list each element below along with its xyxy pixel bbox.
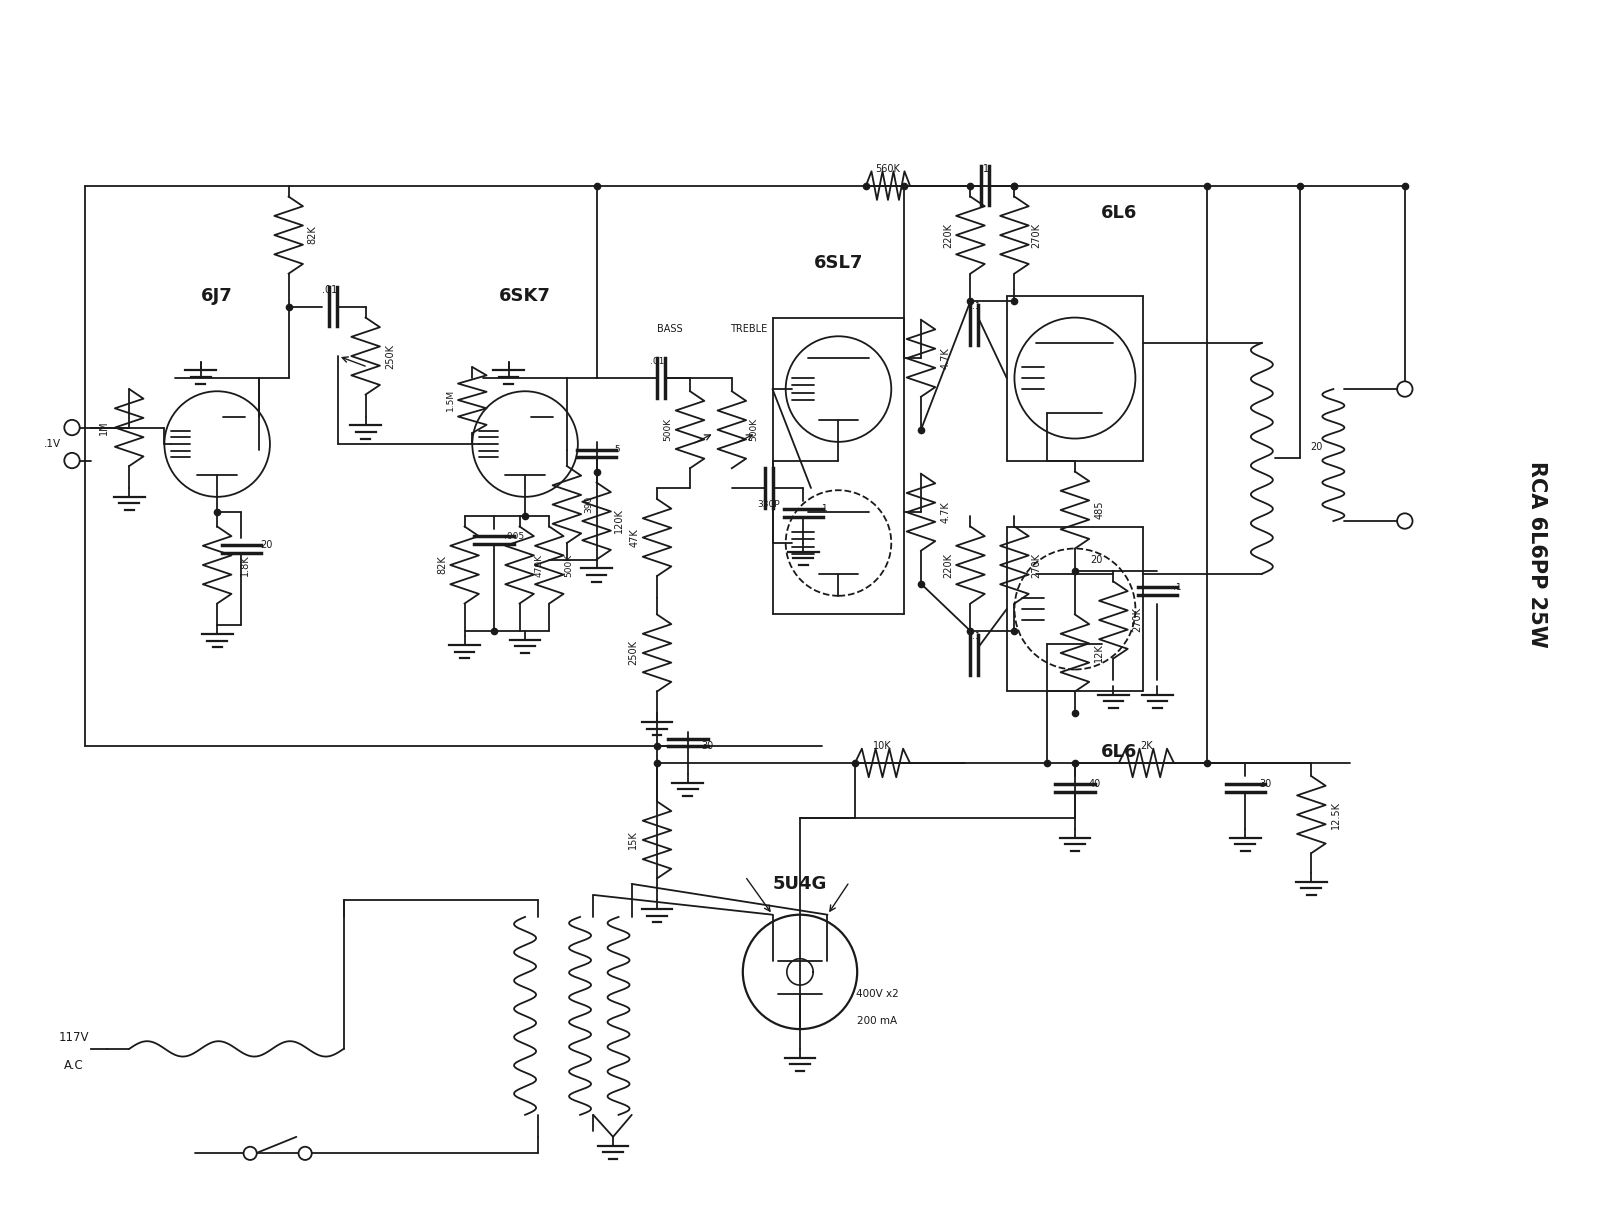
Text: 330P: 330P bbox=[757, 501, 779, 509]
Text: 20: 20 bbox=[1310, 442, 1323, 452]
Text: TREBLE: TREBLE bbox=[730, 324, 766, 334]
Text: 47K: 47K bbox=[630, 529, 640, 547]
Text: 500K: 500K bbox=[565, 553, 573, 576]
Text: 5U4G: 5U4G bbox=[773, 875, 827, 893]
Text: 200 mA: 200 mA bbox=[858, 1016, 898, 1027]
Text: 6L6: 6L6 bbox=[1101, 205, 1138, 222]
Text: 117V: 117V bbox=[59, 1032, 90, 1044]
Text: .1: .1 bbox=[971, 632, 981, 641]
Circle shape bbox=[64, 420, 80, 435]
Text: 20: 20 bbox=[1091, 554, 1102, 564]
Text: 15K: 15K bbox=[627, 831, 638, 849]
Circle shape bbox=[64, 453, 80, 468]
Text: 560K: 560K bbox=[875, 164, 901, 174]
Text: 10K: 10K bbox=[874, 742, 891, 752]
Text: .5: .5 bbox=[613, 445, 621, 454]
Text: 390: 390 bbox=[584, 496, 594, 513]
Text: 12K: 12K bbox=[1094, 643, 1104, 663]
Text: 250K: 250K bbox=[386, 343, 395, 369]
Text: .1: .1 bbox=[1173, 582, 1181, 592]
Text: A.C: A.C bbox=[64, 1058, 85, 1072]
Circle shape bbox=[1397, 381, 1413, 397]
Text: 12.5K: 12.5K bbox=[1331, 800, 1341, 828]
Text: 30: 30 bbox=[701, 742, 714, 752]
Text: 30: 30 bbox=[1259, 778, 1272, 789]
Text: 1M: 1M bbox=[99, 420, 109, 435]
Text: 500K: 500K bbox=[664, 418, 672, 441]
Text: .1: .1 bbox=[981, 164, 989, 174]
Text: .1V: .1V bbox=[43, 438, 61, 449]
Text: 6SL7: 6SL7 bbox=[814, 253, 862, 272]
Text: 6SK7: 6SK7 bbox=[499, 286, 550, 304]
Circle shape bbox=[243, 1147, 256, 1160]
Text: 6J7: 6J7 bbox=[202, 286, 234, 304]
Text: 120K: 120K bbox=[613, 509, 624, 533]
Text: 1.8K: 1.8K bbox=[240, 554, 250, 576]
Text: BASS: BASS bbox=[658, 324, 683, 334]
Circle shape bbox=[1397, 513, 1413, 529]
Text: .1: .1 bbox=[971, 302, 981, 311]
Text: 1.5M: 1.5M bbox=[446, 389, 454, 412]
Text: 4.7K: 4.7K bbox=[941, 347, 950, 369]
Text: 270K: 270K bbox=[1133, 608, 1142, 632]
Text: 220K: 220K bbox=[944, 223, 954, 247]
Text: 82K: 82K bbox=[307, 225, 318, 245]
Text: 270K: 270K bbox=[1032, 553, 1042, 577]
Text: 82K: 82K bbox=[437, 555, 448, 575]
Text: 4.7K: 4.7K bbox=[941, 502, 950, 523]
Text: 40: 40 bbox=[1088, 778, 1101, 789]
Text: 2K: 2K bbox=[1141, 742, 1152, 752]
Text: .01: .01 bbox=[322, 285, 338, 295]
Text: RCA 6L6PP 25W: RCA 6L6PP 25W bbox=[1526, 460, 1547, 648]
Text: .1: .1 bbox=[819, 504, 827, 514]
Text: 400V x2: 400V x2 bbox=[856, 989, 898, 999]
Text: 20: 20 bbox=[261, 541, 274, 551]
Text: 6L6: 6L6 bbox=[1101, 743, 1138, 761]
Circle shape bbox=[299, 1147, 312, 1160]
Text: 270K: 270K bbox=[1032, 223, 1042, 247]
Text: 500K: 500K bbox=[749, 418, 758, 441]
Text: 220K: 220K bbox=[944, 553, 954, 577]
Text: 470K: 470K bbox=[534, 553, 544, 576]
Text: 485: 485 bbox=[1094, 501, 1104, 519]
Text: .01: .01 bbox=[650, 357, 664, 367]
Text: 250K: 250K bbox=[627, 641, 638, 665]
Text: .005: .005 bbox=[504, 532, 525, 541]
